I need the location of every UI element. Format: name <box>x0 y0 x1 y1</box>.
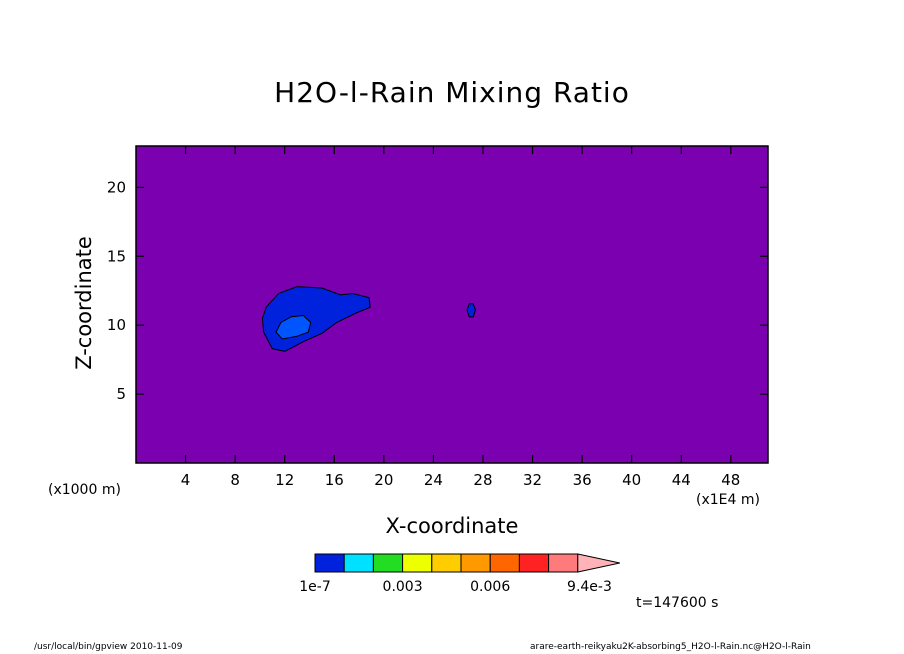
x-tick-label: 24 <box>424 471 443 489</box>
colorbar-segment <box>518 553 550 573</box>
y-tick-label: 10 <box>107 316 126 334</box>
contour-level2 <box>275 315 312 340</box>
time-label: t=147600 s <box>636 595 719 611</box>
x-unit-note: (x1000 m) <box>48 482 121 498</box>
x-tick-label: 32 <box>523 471 542 489</box>
x-tick-label: 16 <box>325 471 344 489</box>
colorbar-segment <box>343 553 374 573</box>
x-tick-label: 8 <box>230 471 240 489</box>
x-axis-label: X-coordinate <box>385 514 519 538</box>
x-tick-label: 40 <box>622 471 641 489</box>
colorbar-extension <box>577 553 620 573</box>
colorbar-label: 0.003 <box>383 579 423 595</box>
colorbar-label: 0.006 <box>470 579 510 595</box>
x-tick-label: 48 <box>721 471 740 489</box>
y-axis-label: Z-coordinate <box>72 236 96 370</box>
plot-background <box>136 146 768 463</box>
x-tick-label: 28 <box>473 471 492 489</box>
x-unit-note-right: (x1E4 m) <box>696 492 760 508</box>
colorbar-segment <box>431 553 462 573</box>
x-tick-label: 36 <box>573 471 592 489</box>
y-tick-label: 20 <box>107 178 126 196</box>
x-tick-label: 4 <box>181 471 191 489</box>
x-tick-label: 12 <box>275 471 294 489</box>
footer-left: /usr/local/bin/gpview 2010-11-09 <box>34 642 183 652</box>
x-tick-label: 20 <box>374 471 393 489</box>
colorbar-segment <box>548 553 579 573</box>
colorbar-segment <box>372 553 404 573</box>
y-tick-label: 5 <box>116 385 126 403</box>
colorbar-segment <box>314 553 345 573</box>
plot-frame <box>135 145 769 464</box>
colorbar-label: 9.4e-3 <box>567 579 612 595</box>
colorbar-segment <box>402 553 433 573</box>
x-tick-label: 44 <box>672 471 691 489</box>
colorbar-label: 1e-7 <box>299 579 330 595</box>
footer-right: arare-earth-reikyaku2K-absorbing5_H2O-l-… <box>530 642 811 652</box>
y-tick-label: 15 <box>107 247 126 265</box>
contour-blob <box>466 303 476 318</box>
colorbar-segment <box>460 553 491 573</box>
colorbar-segment <box>489 553 520 573</box>
chart-title: H2O-l-Rain Mixing Ratio <box>274 76 630 109</box>
